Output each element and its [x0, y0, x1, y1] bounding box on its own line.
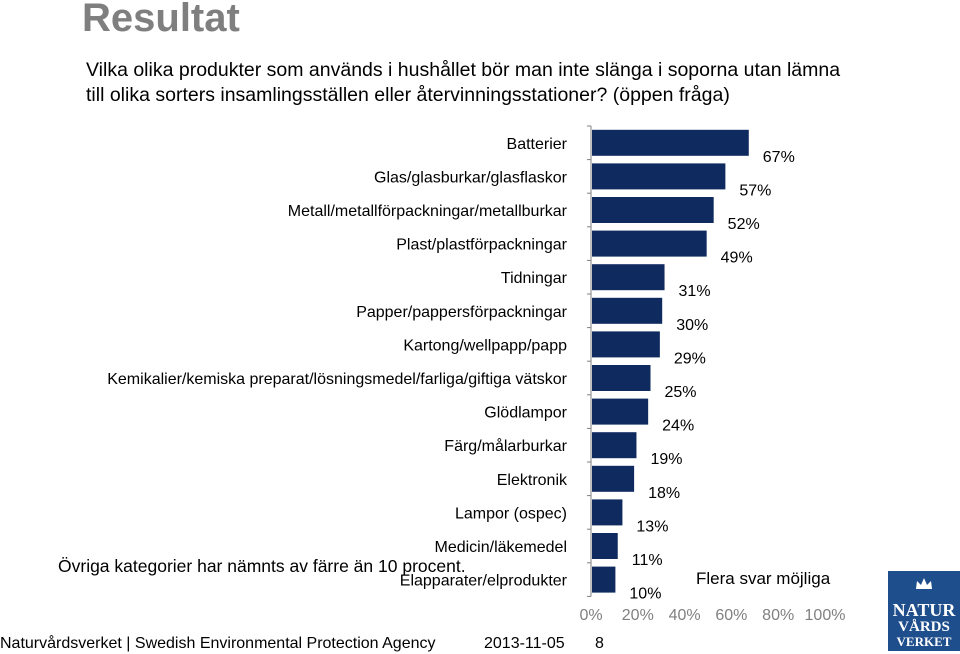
crown-icon [916, 578, 932, 589]
category-label: Metall/metallförpackningar/metallburkar [288, 203, 568, 220]
value-label: 31% [679, 283, 711, 300]
bar [592, 533, 618, 559]
logo-line-2: VÅRDS [898, 619, 950, 635]
bar [592, 465, 635, 492]
category-label: Papper/pappersförpackningar [356, 304, 567, 321]
value-label: 11% [632, 552, 663, 569]
footer-org: Naturvårdsverket [0, 635, 122, 652]
page-title: Resultat [82, 0, 240, 40]
x-tick-label: 60% [715, 607, 747, 624]
category-label: Glas/glasburkar/glasflaskor [374, 169, 568, 186]
bar [592, 365, 651, 391]
bar [592, 566, 616, 593]
bar [592, 499, 623, 526]
bar [592, 432, 637, 459]
bar [592, 197, 714, 223]
value-label: 18% [648, 485, 680, 502]
bar [592, 129, 749, 156]
bar [592, 398, 649, 425]
category-label: Elapparater/elprodukter [400, 573, 568, 590]
bar [592, 264, 665, 291]
value-label: 30% [676, 317, 708, 334]
value-label: 24% [662, 418, 694, 435]
value-label: 57% [739, 182, 771, 199]
category-label: Batterier [507, 136, 568, 153]
category-label: Lampor (ospec) [455, 505, 567, 522]
category-label: Kartong/wellpapp/papp [403, 337, 567, 354]
x-tick-label: 0% [579, 607, 602, 624]
category-label: Kemikalier/kemiska preparat/lösningsmede… [107, 371, 567, 388]
x-tick-label: 100% [805, 607, 846, 624]
value-label: 19% [650, 451, 682, 468]
x-tick-label: 40% [669, 607, 701, 624]
value-label: 52% [728, 216, 760, 233]
logo-line-1: NATUR [892, 600, 956, 620]
value-label: 10% [629, 586, 661, 603]
x-tick-label: 20% [622, 607, 654, 624]
category-label: Glödlampor [484, 405, 567, 422]
value-label: 13% [636, 518, 668, 535]
category-label: Elektronik [497, 472, 568, 489]
value-label: 67% [763, 149, 795, 166]
footer-date: 2013-11-05 [484, 635, 565, 652]
bar [592, 163, 726, 190]
category-label: Tidningar [501, 270, 568, 287]
footer-separator: | [126, 635, 131, 652]
multiple-answers-note: Flera svar möjliga [696, 569, 831, 588]
survey-question: Vilka olika produkter som används i hush… [86, 59, 841, 106]
bar [592, 297, 663, 324]
bar [592, 331, 660, 358]
category-label: Färg/målarburkar [444, 437, 567, 455]
naturvardsverket-logo: NATUR VÅRDS VERKET [888, 571, 960, 651]
value-label: 49% [721, 250, 753, 267]
page-number: 8 [595, 635, 604, 652]
footer: Naturvårdsverket | Swedish Environmental… [0, 635, 436, 653]
value-label: 25% [665, 384, 697, 401]
footer-org-english: Swedish Environmental Protection Agency [134, 635, 436, 652]
logo-line-3: VERKET [896, 634, 952, 649]
bar [592, 230, 707, 257]
x-tick-label: 80% [762, 607, 794, 624]
category-label: Medicin/läkemedel [434, 539, 567, 556]
value-label: 29% [674, 350, 706, 367]
category-label: Plast/plastförpackningar [396, 237, 567, 254]
other-categories-note: Övriga kategorier har nämnts av färre än… [58, 556, 466, 576]
